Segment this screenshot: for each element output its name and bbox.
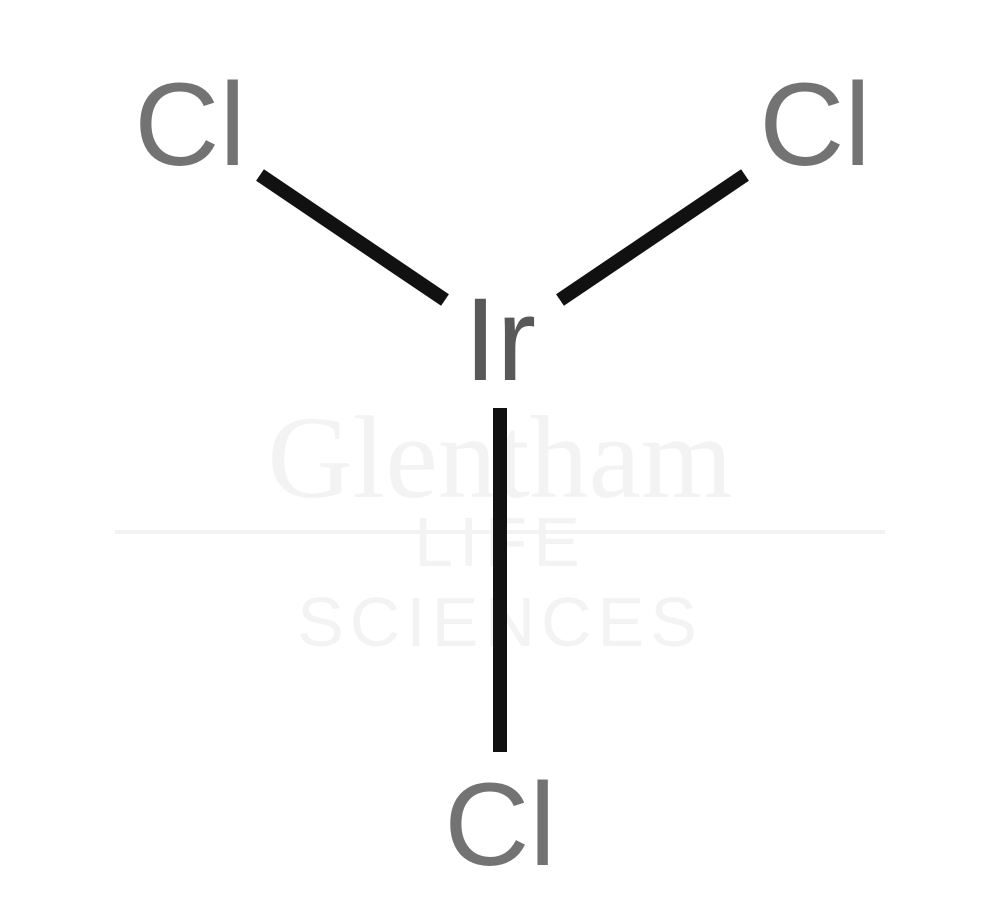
- atom-cl-top-left: Cl: [134, 66, 245, 184]
- atom-cl-bottom: Cl: [444, 766, 555, 884]
- atom-cl-top-right: Cl: [759, 66, 870, 184]
- bond-ir-cl-top-left: [260, 175, 445, 300]
- diagram-canvas: Glentham LIFE SCIENCES Ir Cl Cl Cl: [0, 0, 1000, 900]
- atom-ir: Ir: [464, 281, 536, 399]
- bond-ir-cl-top-right: [560, 175, 745, 300]
